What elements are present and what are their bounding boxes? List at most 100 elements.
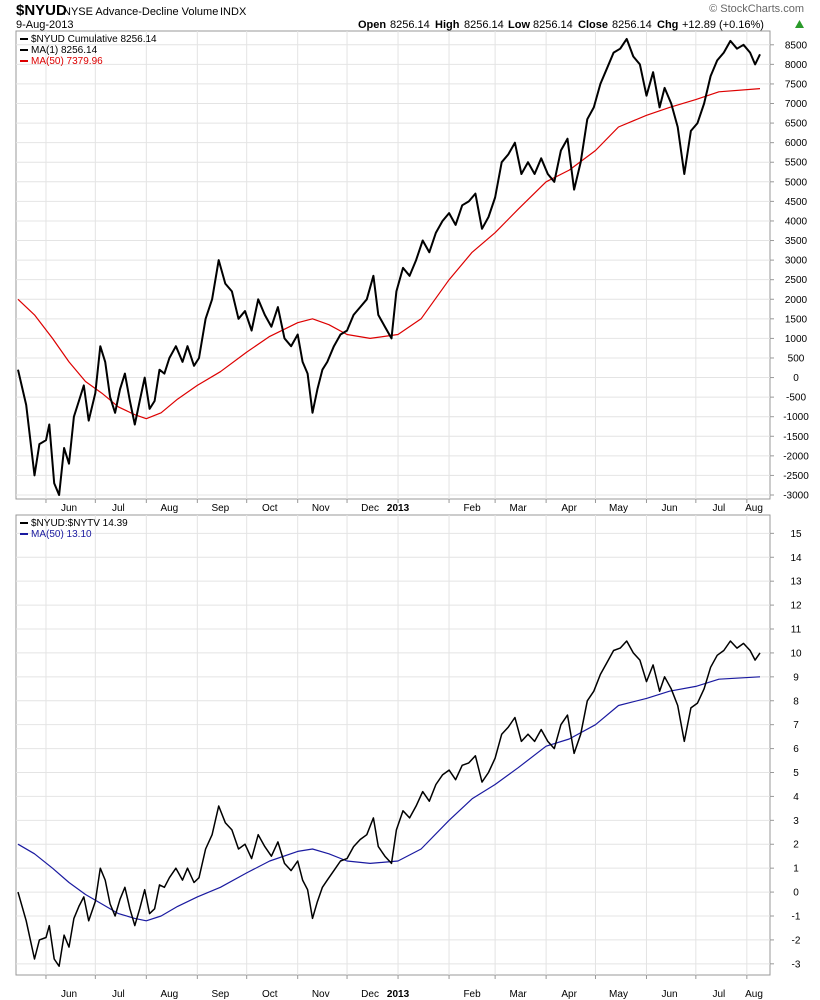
y-tick-label: 6500 (785, 119, 808, 130)
x-tick-label: Aug (160, 503, 178, 514)
panel2-frame (15, 514, 771, 976)
y-tick-label: 3000 (785, 256, 808, 267)
x-tick-label: Aug (160, 989, 178, 1000)
y-tick-label: 8000 (785, 60, 808, 71)
x-tick-label: Sep (211, 989, 229, 1000)
y-tick-label: 9 (793, 672, 799, 683)
ma-series-line (17, 88, 761, 420)
symbol-title: $NYUD (16, 2, 67, 19)
y-tick-label: 11 (791, 625, 802, 636)
up-triangle-icon (795, 20, 804, 28)
y-tick-label: 8 (793, 696, 799, 707)
x-tick-label: Aug (745, 503, 763, 514)
y-tick-label: 5500 (785, 158, 808, 169)
y-tick-label: 2500 (785, 275, 808, 286)
y-tick-label: 2000 (785, 295, 808, 306)
y-tick-label: 13 (790, 577, 802, 588)
y-tick-label: 3 (793, 816, 799, 827)
panel2-series (17, 640, 761, 967)
panel1-x-ticks: Jun Jul Aug Sep Oct Nov Dec 2013 Feb Mar Apr May Jun… (45, 499, 763, 514)
close-value: 8256.14 (612, 19, 652, 31)
y-tick-label: -3000 (783, 491, 809, 502)
x-tick-label: Jul (712, 989, 725, 1000)
y-tick-label: -1000 (783, 412, 809, 423)
chg-value: +12.89 (+0.16%) (682, 19, 764, 31)
y-tick-label: 500 (788, 353, 805, 364)
y-tick-label: 2 (793, 840, 799, 851)
y-tick-label: 0 (793, 373, 799, 384)
x-tick-label: Jun (661, 503, 677, 514)
chg-label: Chg (657, 19, 678, 31)
x-tick-label: Jul (112, 503, 125, 514)
y-tick-label: -2500 (783, 471, 809, 482)
y-tick-label: 8500 (785, 40, 808, 51)
x-tick-label: Aug (745, 989, 763, 1000)
x-tick-label: Apr (561, 503, 577, 514)
x-tick-label: Sep (211, 503, 229, 514)
y-tick-label: 1 (793, 864, 799, 875)
chart-date: 9-Aug-2013 (16, 19, 74, 31)
y-tick-label: 6 (793, 744, 799, 755)
y-tick-label: -2000 (783, 451, 809, 462)
x-tick-label: 2013 (387, 503, 410, 514)
x-tick-label: Apr (561, 989, 577, 1000)
x-tick-label: Jun (61, 989, 77, 1000)
y-tick-label: 1500 (785, 314, 808, 325)
index-name: NYSE Advance-Decline Volume (63, 6, 218, 18)
x-tick-label: Mar (510, 989, 528, 1000)
x-tick-label: Jul (712, 503, 725, 514)
x-tick-label: 2013 (387, 989, 410, 1000)
y-tick-label: -1500 (783, 432, 809, 443)
panel1-series (17, 37, 761, 496)
legend-label: $NYUD:$NYTV 14.39 (31, 518, 128, 529)
open-value: 8256.14 (390, 19, 430, 31)
legend-label: $NYUD Cumulative 8256.14 (31, 34, 157, 45)
y-tick-label: 7000 (785, 99, 808, 110)
x-tick-label: Feb (463, 503, 481, 514)
y-tick-label: -500 (786, 393, 806, 404)
y-tick-label: 7500 (785, 79, 808, 90)
y-tick-label: 4500 (785, 197, 808, 208)
y-tick-label: 7 (793, 720, 799, 731)
close-label: Close (578, 19, 608, 31)
y-tick-label: 0 (793, 888, 799, 899)
x-tick-label: Jul (112, 989, 125, 1000)
legend-label: MA(50) 7379.96 (31, 56, 103, 67)
x-tick-label: Nov (312, 503, 330, 514)
index-type: INDX (220, 6, 247, 18)
y-tick-label: -2 (792, 935, 801, 946)
y-tick-label: 5 (793, 768, 799, 779)
y-tick-label: 4 (793, 792, 799, 803)
price-series-line (17, 640, 761, 967)
x-tick-label: May (609, 989, 628, 1000)
watermark: © StockCharts.com (709, 3, 804, 15)
y-tick-label: 4000 (785, 216, 808, 227)
open-label: Open (358, 19, 386, 31)
legend-label: MA(1) 8256.14 (31, 45, 98, 56)
y-tick-label: 12 (790, 601, 802, 612)
panel2-x-ticks: Jun Jul Aug Sep Oct Nov Dec 2013 Feb Mar Apr May Jun… (45, 975, 763, 1000)
high-label: High (435, 19, 460, 31)
x-tick-label: Jun (661, 989, 677, 1000)
y-tick-label: 14 (790, 553, 802, 564)
x-tick-label: Mar (510, 503, 528, 514)
panel1-grid (16, 31, 770, 499)
y-tick-label: 5000 (785, 177, 808, 188)
y-tick-label: 1000 (785, 334, 808, 345)
panel1-y-ticks: -3000 -2500 -2000 -1500 -1000 -500 0 500 1000 150… (770, 40, 809, 502)
x-tick-label: Jun (61, 503, 77, 514)
y-tick-label: -1 (792, 911, 801, 922)
y-tick-label: 10 (790, 648, 802, 659)
x-tick-label: Feb (463, 989, 481, 1000)
chart-header: $NYUD NYSE Advance-Decline Volume INDX 9… (16, 2, 804, 31)
price-series-line (17, 37, 761, 496)
panel1-frame (15, 30, 771, 500)
low-label: Low (508, 19, 530, 31)
x-tick-label: Oct (262, 989, 278, 1000)
x-tick-label: May (609, 503, 628, 514)
x-tick-label: Dec (361, 989, 379, 1000)
